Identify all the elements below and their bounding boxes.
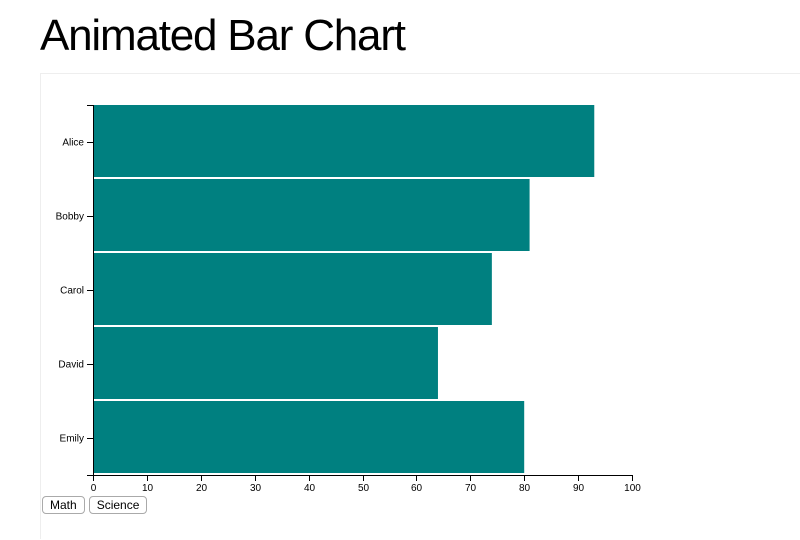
bar-alice [93,105,595,177]
x-tick-label: 50 [358,483,370,494]
y-tick-label: Bobby [56,212,84,223]
x-tick-label: 40 [304,483,316,494]
x-tick-label: 10 [142,483,154,494]
x-tick-label: 90 [573,483,585,494]
x-tick-label: 60 [411,483,423,494]
bar-carol [93,253,492,325]
science-button[interactable]: Science [88,496,148,514]
x-tick-label: 70 [465,483,477,494]
y-axis: Alice Bobby Carol David Emily [56,105,94,476]
chart-container: Alice Bobby Carol David Emily 0 10 20 30 40 50 60 7… [40,73,800,539]
y-tick-label: Carol [60,286,84,297]
math-button[interactable]: Math [42,496,85,514]
y-tick-label: Alice [62,138,84,149]
y-tick-label: David [58,360,84,371]
bar-emily [93,401,525,473]
subject-button-group: Math Science [42,496,148,514]
x-tick-label: 20 [196,483,208,494]
bar-bobby [93,179,530,251]
x-tick-label: 80 [519,483,531,494]
x-tick-label: 100 [624,483,641,494]
bar-david [93,327,438,399]
x-tick-label: 30 [250,483,262,494]
bar-chart: Alice Bobby Carol David Emily 0 10 20 30 40 50 60 7… [56,105,641,494]
y-tick-label: Emily [60,434,84,445]
x-tick-label: 0 [91,483,97,494]
bars-group [93,105,595,473]
page-title: Animated Bar Chart [40,11,406,60]
y-axis-line [87,105,94,476]
x-axis: 0 10 20 30 40 50 60 70 80 90 100 [91,475,641,494]
